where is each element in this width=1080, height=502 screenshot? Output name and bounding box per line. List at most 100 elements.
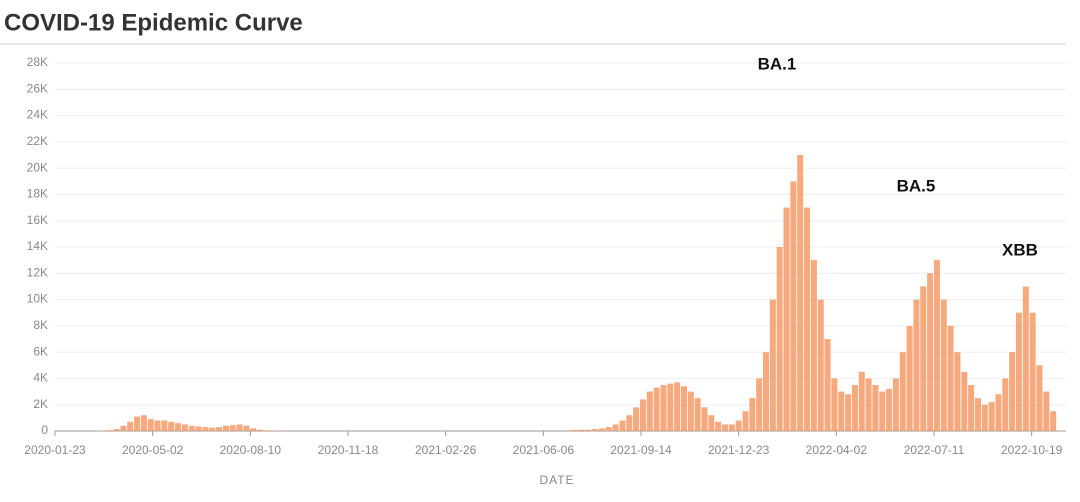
bar: [1023, 286, 1029, 431]
bar: [743, 411, 749, 431]
bar: [674, 382, 680, 431]
bar: [838, 392, 844, 431]
bar: [148, 419, 154, 431]
bar: [736, 420, 742, 431]
bar: [202, 427, 208, 431]
bar: [592, 429, 598, 431]
x-tick-label: 2022-07-11: [904, 443, 965, 457]
y-tick-label: 10K: [27, 292, 48, 306]
bar: [257, 430, 263, 431]
bar: [763, 352, 769, 431]
bar: [825, 339, 831, 431]
x-tick-label: 2020-08-10: [220, 443, 282, 457]
bar: [681, 386, 687, 431]
y-tick-label: 4K: [33, 371, 48, 385]
bar: [182, 424, 188, 431]
bar: [818, 300, 824, 431]
bar: [640, 399, 646, 431]
x-axis-label: DATE: [539, 473, 574, 487]
bar: [695, 398, 701, 431]
bar: [961, 372, 967, 431]
bar: [127, 422, 133, 431]
x-tick-label: 2021-09-14: [610, 443, 672, 457]
bar: [770, 300, 776, 431]
bar: [230, 425, 236, 431]
y-tick-label: 28K: [27, 55, 48, 69]
y-tick-label: 26K: [27, 81, 48, 95]
bar: [1043, 392, 1049, 431]
bar: [250, 428, 256, 431]
bar: [900, 352, 906, 431]
bar: [175, 423, 181, 431]
bar: [168, 422, 174, 431]
bar: [196, 426, 202, 431]
bar: [161, 420, 167, 431]
chart-title: COVID-19 Epidemic Curve: [4, 9, 303, 36]
bar: [784, 208, 790, 431]
x-tick-label: 2021-02-26: [415, 443, 477, 457]
x-tick-label: 2021-06-06: [513, 443, 575, 457]
bar: [120, 426, 126, 431]
bar: [107, 430, 113, 431]
bar: [141, 415, 147, 431]
bar: [654, 388, 660, 431]
bar: [852, 385, 858, 431]
bar: [1036, 365, 1042, 431]
annotation: BA.1: [758, 54, 797, 73]
bar: [797, 155, 803, 431]
bar: [626, 415, 632, 431]
y-tick-label: 0: [41, 423, 48, 437]
bar: [913, 300, 919, 431]
y-tick-label: 6K: [33, 344, 48, 358]
bar: [1009, 352, 1015, 431]
bar: [216, 427, 222, 431]
bar: [968, 385, 974, 431]
bar: [1016, 313, 1022, 431]
bar: [941, 300, 947, 431]
bar: [866, 378, 872, 431]
x-tick-label: 2022-10-19: [1001, 443, 1063, 457]
bar: [189, 426, 195, 431]
bar: [688, 392, 694, 431]
bar: [722, 424, 728, 431]
bar: [948, 326, 954, 431]
x-tick-label: 2020-11-18: [318, 443, 379, 457]
bar: [633, 407, 639, 431]
bar: [565, 430, 571, 431]
bar: [927, 273, 933, 431]
bar: [1050, 411, 1056, 431]
bar: [872, 385, 878, 431]
y-tick-label: 14K: [27, 239, 48, 253]
bar: [572, 430, 578, 431]
bar: [811, 260, 817, 431]
bar: [585, 430, 591, 431]
bar: [114, 429, 120, 431]
y-tick-label: 22K: [27, 134, 48, 148]
bar: [756, 378, 762, 431]
bar: [715, 422, 721, 431]
bar: [845, 394, 851, 431]
bar: [859, 372, 865, 431]
bar: [790, 181, 796, 431]
y-tick-label: 2K: [33, 397, 48, 411]
bar: [729, 424, 735, 431]
bar: [777, 247, 783, 431]
annotation: BA.5: [897, 176, 936, 195]
bar: [647, 392, 653, 431]
bar: [749, 398, 755, 431]
bar: [886, 389, 892, 431]
y-tick-label: 24K: [27, 108, 48, 122]
bar: [243, 426, 249, 431]
y-tick-label: 8K: [33, 318, 48, 332]
bar: [209, 428, 215, 431]
y-tick-label: 12K: [27, 265, 48, 279]
bar: [995, 394, 1001, 431]
bar: [1030, 313, 1036, 431]
bar: [613, 424, 619, 431]
bar: [223, 426, 229, 431]
bar: [667, 384, 673, 431]
bar: [237, 424, 243, 431]
x-tick-label: 2020-01-23: [24, 443, 86, 457]
y-tick-label: 18K: [27, 187, 48, 201]
